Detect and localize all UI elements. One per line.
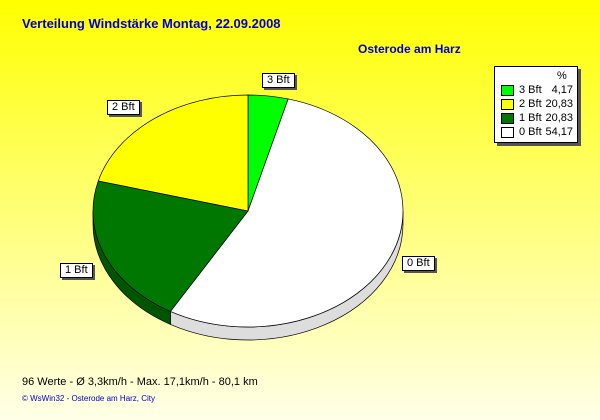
pie-slice-1-bft bbox=[92, 180, 249, 312]
legend-label: 2 Bft bbox=[519, 98, 542, 110]
legend-item: 3 Bft 4,17 bbox=[501, 84, 575, 96]
legend-value: 4,17 bbox=[551, 84, 573, 96]
credit-text: © WsWin32 - Osterode am Harz, City bbox=[22, 394, 156, 403]
pie-label-1-bft: 1 Bft bbox=[60, 263, 93, 278]
legend-label: 3 Bft bbox=[519, 84, 542, 96]
legend-item: 1 Bft 20,83 bbox=[501, 112, 575, 124]
chart-subtitle: Osterode am Harz bbox=[358, 42, 461, 56]
pie-label-0-bft: 0 Bft bbox=[402, 256, 435, 271]
legend-item: 2 Bft 20,83 bbox=[501, 98, 575, 110]
legend-label: 1 Bft bbox=[519, 112, 542, 124]
legend-value: 20,83 bbox=[545, 112, 573, 124]
legend-swatch bbox=[501, 85, 514, 96]
legend-label: 0 Bft bbox=[519, 126, 542, 138]
legend-swatch bbox=[501, 113, 514, 124]
legend-value: 20,83 bbox=[545, 98, 573, 110]
stats-text: 96 Werte - Ø 3,3km/h - Max. 17,1km/h - 8… bbox=[22, 376, 258, 388]
pie-label-2-bft: 2 Bft bbox=[107, 100, 140, 115]
legend-header: % bbox=[557, 70, 567, 82]
chart-title: Verteilung Windstärke Montag, 22.09.2008 bbox=[22, 16, 281, 31]
legend-swatch bbox=[501, 99, 514, 110]
pie-slice-2-bft bbox=[97, 94, 249, 212]
legend-value: 54,17 bbox=[545, 126, 573, 138]
pie-label-3-bft: 3 Bft bbox=[262, 73, 295, 88]
legend-swatch bbox=[501, 127, 514, 138]
pie-slice-0-bft bbox=[169, 98, 404, 328]
legend-item: 0 Bft 54,17 bbox=[501, 126, 575, 138]
legend: % 3 Bft 4,17 2 Bft 20,83 1 Bft 20,83 0 Bft 54,1… bbox=[494, 66, 578, 143]
